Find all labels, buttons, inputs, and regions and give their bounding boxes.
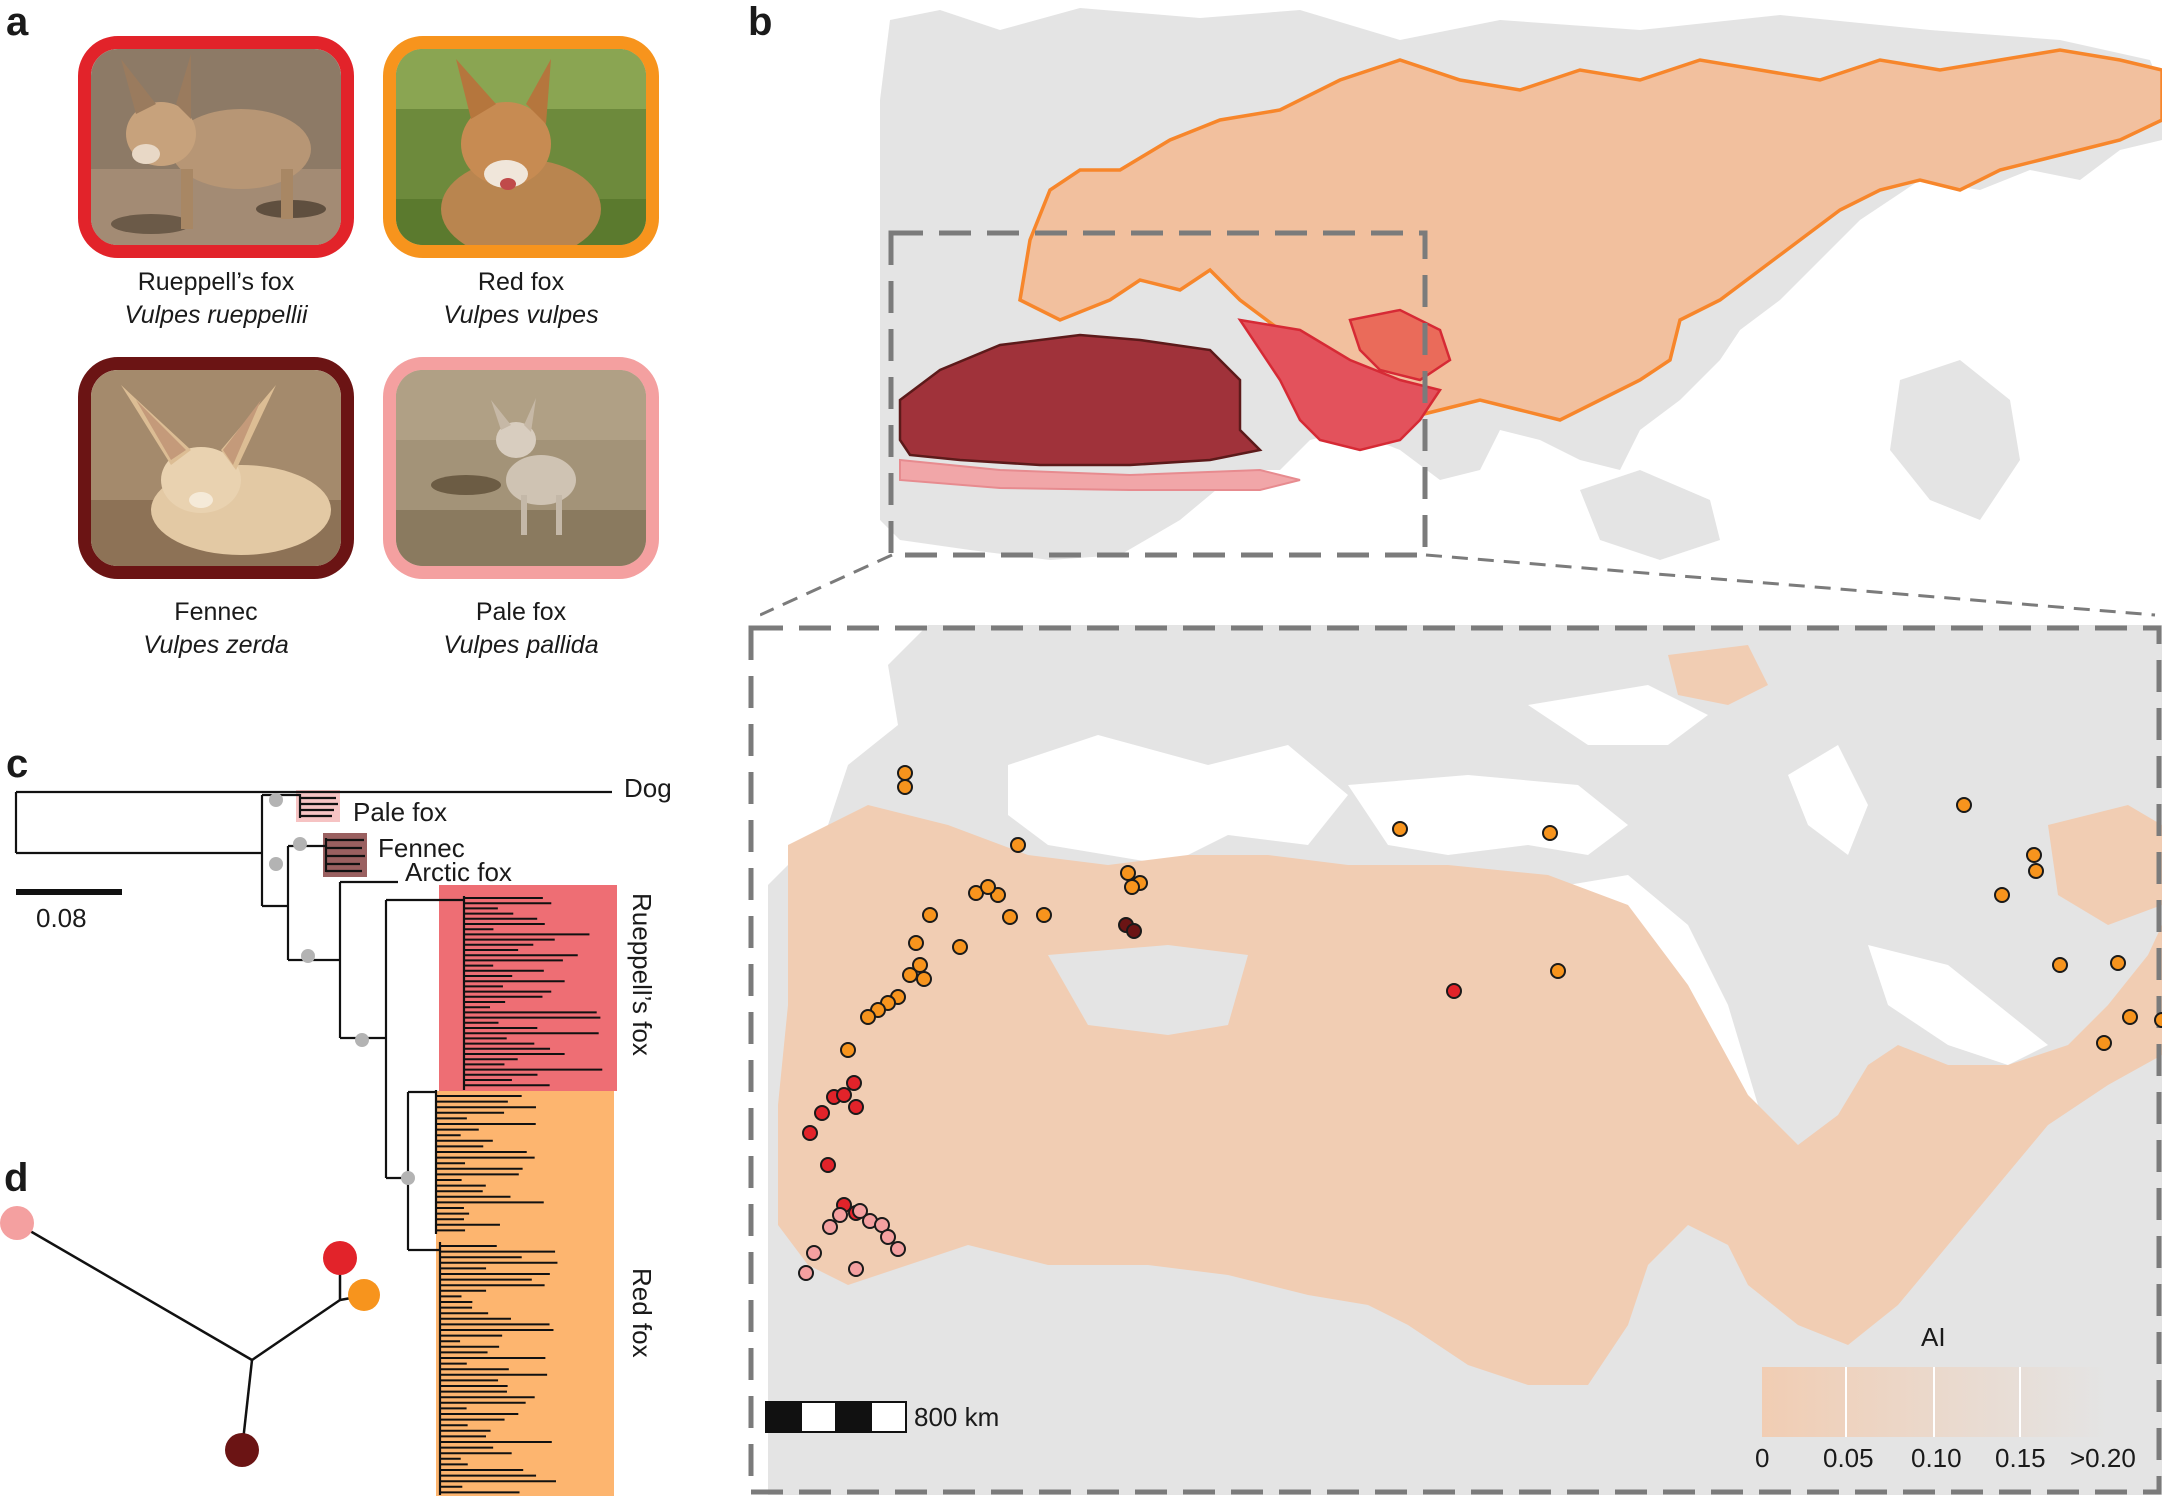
aridity-map <box>748 625 2162 1495</box>
rueppells-fox-photo <box>78 36 354 258</box>
pale-fox-clade-box <box>296 790 340 822</box>
rueppells-fox-node <box>323 1241 357 1275</box>
common-name: Fennec <box>174 598 258 626</box>
pale-fox-range <box>899 458 1301 491</box>
rueppells-fox-caption: Rueppell’s fox Vulpes rueppellii <box>16 266 416 332</box>
tree-scale-label: 0.08 <box>36 903 87 933</box>
red-fox-photo <box>383 36 659 258</box>
common-name: Rueppell’s fox <box>137 268 295 296</box>
zoom-region-box <box>888 230 1428 558</box>
fennec-photo <box>78 357 354 579</box>
fennec-caption: Fennec Vulpes zerda <box>16 596 416 662</box>
panel-label-d: d <box>4 1156 29 1200</box>
fennec-node <box>225 1433 259 1467</box>
arctic-fox-label: Arctic fox <box>405 857 512 887</box>
ai-tick-1: 0.05 <box>1823 1443 1874 1473</box>
ai-tick-0: 0 <box>1755 1443 1770 1473</box>
common-name: Pale fox <box>475 598 567 626</box>
pale-fox-photo <box>383 357 659 579</box>
panel-label-c: c <box>6 742 29 786</box>
ai-legend-title: AI <box>1921 1322 1946 1352</box>
dog-label: Dog <box>624 773 672 803</box>
zoom-connector <box>760 553 2156 617</box>
red-fox-node <box>348 1279 380 1311</box>
panel-label-b: b <box>748 0 773 44</box>
ai-tick-3: 0.15 <box>1995 1443 2046 1473</box>
phylogenetic-tree <box>14 790 617 1496</box>
latin-name: Vulpes zerda <box>143 631 289 659</box>
ai-tick-4: >0.20 <box>2070 1443 2136 1473</box>
map-scale-bar <box>765 1401 907 1433</box>
eurasia-range-map <box>880 8 2162 560</box>
pale-fox-label: Pale fox <box>353 797 447 827</box>
red-fox-label: Red fox <box>627 1268 657 1358</box>
common-name: Red fox <box>477 268 565 296</box>
map-scale-label: 800 km <box>914 1402 1000 1432</box>
pale-fox-node <box>0 1206 34 1240</box>
latin-name: Vulpes pallida <box>443 631 599 659</box>
zoom-frame <box>748 625 2162 1495</box>
panel-label-a: a <box>6 0 29 44</box>
ai-tick-2: 0.10 <box>1911 1443 1962 1473</box>
latin-name: Vulpes rueppellii <box>124 301 308 329</box>
rueppells-fox-range <box>1237 318 1443 452</box>
latin-name: Vulpes vulpes <box>443 301 599 329</box>
network-diagram <box>0 1206 380 1467</box>
fennec-range <box>898 333 1263 467</box>
rueppells-fox-label: Rueppell’s fox <box>627 893 657 1056</box>
red-fox-caption: Red fox Vulpes vulpes <box>321 266 721 332</box>
pale-fox-caption: Pale fox Vulpes pallida <box>321 596 721 662</box>
fennec-label: Fennec <box>378 833 465 863</box>
